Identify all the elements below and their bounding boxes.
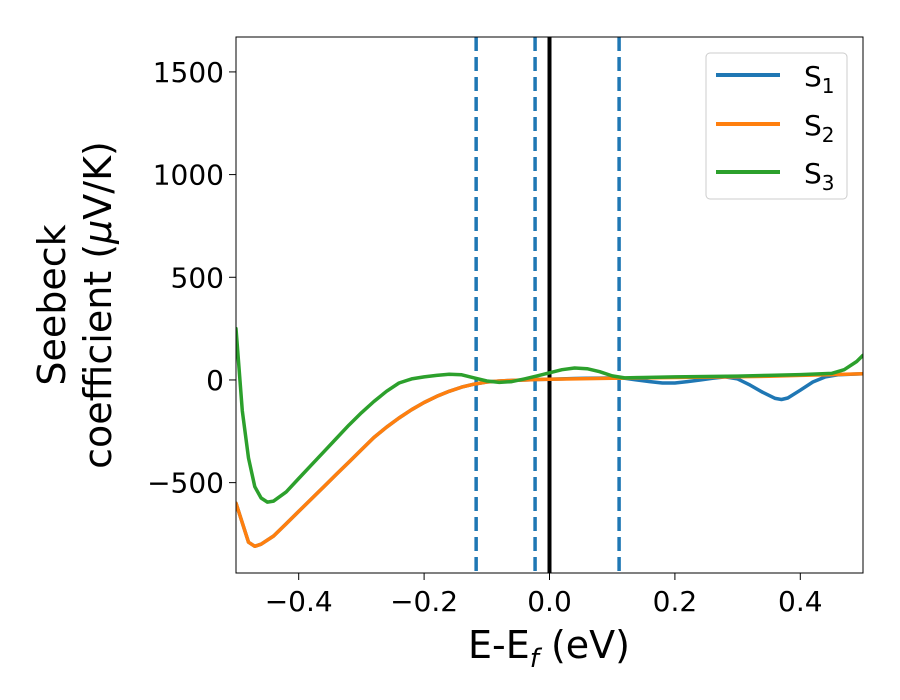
legend-label-s2: S2 bbox=[804, 109, 835, 147]
legend-label-s3: S3 bbox=[804, 157, 835, 195]
y-tick-label: 500 bbox=[171, 261, 224, 294]
y-axis-label: Seebeck coefficient (μV/K) bbox=[30, 141, 120, 469]
legend-label-s1: S1 bbox=[804, 60, 835, 98]
series-lines bbox=[236, 326, 863, 549]
y-axis-label-line2: coefficient (μV/K) bbox=[76, 141, 120, 469]
y-tick-label: 1500 bbox=[153, 56, 224, 89]
y-axis-label-line1: Seebeck bbox=[30, 224, 74, 385]
x-axis-ticks: −0.4 −0.2 0.0 0.2 0.4 bbox=[265, 573, 823, 618]
y-tick-label: 1000 bbox=[153, 159, 224, 192]
x-axis-label: E-Ef (eV) bbox=[468, 623, 630, 674]
x-tick-label: 0.2 bbox=[653, 585, 698, 618]
reference-lines bbox=[474, 37, 621, 573]
y-tick-label: 0 bbox=[206, 364, 224, 397]
y-axis-ticks: −500 0 500 1000 1500 bbox=[147, 56, 236, 500]
series-line-s3 bbox=[236, 326, 863, 504]
x-tick-label: 0.4 bbox=[778, 585, 823, 618]
legend: S1 S2 S3 bbox=[705, 52, 848, 200]
x-tick-label: −0.4 bbox=[265, 585, 333, 618]
x-tick-label: 0.0 bbox=[527, 585, 572, 618]
x-tick-label: −0.2 bbox=[390, 585, 458, 618]
y-tick-label: −500 bbox=[147, 467, 224, 500]
